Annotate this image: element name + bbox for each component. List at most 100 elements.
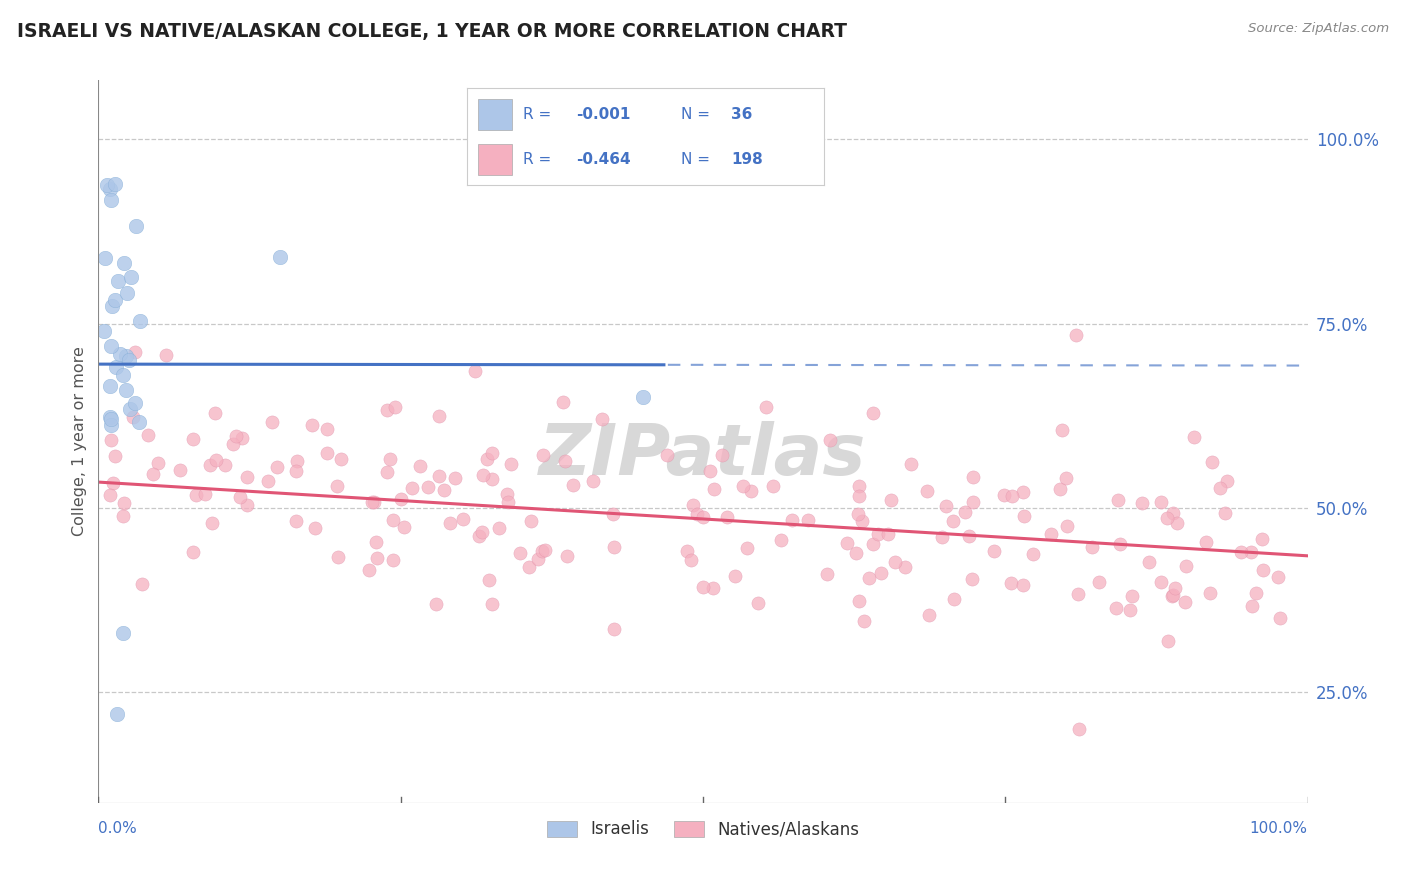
Point bbox=[1240, 545, 1263, 559]
Point bbox=[851, 514, 873, 528]
Point bbox=[953, 505, 976, 519]
Point bbox=[1109, 537, 1132, 551]
Point bbox=[993, 488, 1015, 502]
Point bbox=[852, 614, 875, 628]
Point bbox=[100, 339, 122, 353]
Point bbox=[603, 622, 626, 636]
Point bbox=[942, 591, 965, 606]
Point bbox=[692, 510, 714, 524]
Point bbox=[602, 507, 624, 521]
Point bbox=[128, 415, 150, 429]
Legend: Israelis, Natives/Alaskans: Israelis, Natives/Alaskans bbox=[540, 814, 866, 845]
Point bbox=[1250, 532, 1272, 546]
Point bbox=[378, 452, 401, 467]
Point bbox=[186, 487, 208, 501]
Point bbox=[111, 626, 134, 640]
Point bbox=[1064, 328, 1087, 343]
Point bbox=[703, 482, 725, 496]
Point bbox=[142, 467, 165, 481]
Point bbox=[100, 193, 122, 207]
Point bbox=[591, 412, 613, 426]
Point bbox=[236, 498, 259, 512]
Point bbox=[488, 521, 510, 535]
Point bbox=[1088, 574, 1111, 589]
Point bbox=[100, 434, 122, 448]
Point bbox=[475, 451, 498, 466]
Point bbox=[495, 487, 517, 501]
Point bbox=[1229, 545, 1251, 559]
Text: 100.0%: 100.0% bbox=[1250, 821, 1308, 836]
Point bbox=[138, 428, 160, 442]
Point bbox=[554, 454, 576, 468]
Point bbox=[330, 452, 353, 467]
Point bbox=[962, 495, 984, 509]
Point bbox=[1000, 489, 1022, 503]
Point bbox=[509, 546, 531, 560]
Point bbox=[118, 353, 141, 368]
Point bbox=[120, 270, 142, 285]
Point bbox=[104, 177, 127, 191]
Point bbox=[464, 363, 486, 377]
Point bbox=[111, 509, 134, 524]
Point bbox=[702, 581, 724, 595]
Point bbox=[835, 536, 858, 550]
Point bbox=[870, 566, 893, 580]
Point bbox=[1022, 547, 1045, 561]
Point bbox=[357, 563, 380, 577]
Text: ZIPatlas: ZIPatlas bbox=[540, 422, 866, 491]
Point bbox=[1201, 455, 1223, 469]
Point bbox=[384, 401, 406, 415]
Point bbox=[416, 480, 439, 494]
Point bbox=[236, 469, 259, 483]
Point bbox=[98, 182, 121, 196]
Point bbox=[531, 448, 554, 462]
Point bbox=[262, 415, 284, 429]
Point bbox=[1105, 600, 1128, 615]
Point bbox=[98, 379, 121, 393]
Point bbox=[104, 360, 127, 375]
Point bbox=[381, 513, 404, 527]
Point bbox=[1213, 506, 1236, 520]
Y-axis label: College, 1 year or more: College, 1 year or more bbox=[72, 347, 87, 536]
Point bbox=[740, 483, 762, 498]
Point bbox=[1040, 527, 1063, 541]
Point bbox=[112, 496, 135, 510]
Point bbox=[1161, 506, 1184, 520]
Point bbox=[900, 458, 922, 472]
Point bbox=[519, 560, 541, 574]
Point bbox=[148, 456, 170, 470]
Point bbox=[582, 474, 605, 488]
Point bbox=[699, 464, 721, 478]
Point bbox=[214, 458, 236, 472]
Point bbox=[820, 434, 842, 448]
Point bbox=[1067, 722, 1090, 736]
Point bbox=[128, 313, 150, 327]
Point bbox=[439, 516, 461, 531]
Point bbox=[409, 458, 432, 473]
Point bbox=[1054, 471, 1077, 485]
Point bbox=[1121, 590, 1143, 604]
Point bbox=[561, 478, 583, 492]
Point bbox=[1209, 481, 1232, 495]
Point bbox=[375, 402, 398, 417]
Point bbox=[876, 527, 898, 541]
Point bbox=[451, 512, 474, 526]
Point bbox=[983, 544, 1005, 558]
Point bbox=[228, 490, 250, 504]
Text: Source: ZipAtlas.com: Source: ZipAtlas.com bbox=[1249, 22, 1389, 36]
Point bbox=[1174, 595, 1197, 609]
Point bbox=[731, 479, 754, 493]
Point bbox=[181, 433, 204, 447]
Point bbox=[472, 468, 495, 483]
Point bbox=[1012, 508, 1035, 523]
Point bbox=[1156, 511, 1178, 525]
Point bbox=[181, 545, 204, 559]
Point bbox=[1137, 555, 1160, 569]
Point bbox=[125, 219, 148, 233]
Point bbox=[1166, 516, 1188, 530]
Point bbox=[520, 514, 543, 528]
Point bbox=[848, 479, 870, 493]
Point bbox=[98, 410, 121, 425]
Point bbox=[917, 483, 939, 498]
Point bbox=[285, 454, 308, 468]
